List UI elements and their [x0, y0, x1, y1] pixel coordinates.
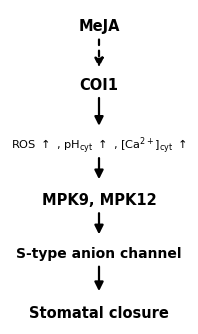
Text: MeJA: MeJA	[78, 19, 120, 34]
Text: MPK9, MPK12: MPK9, MPK12	[42, 193, 156, 208]
Text: S-type anion channel: S-type anion channel	[16, 247, 182, 261]
Text: ROS $\uparrow$ , pH$_{\mathregular{cyt}}$ $\uparrow$ , [Ca$^{\mathregular{2+}}$]: ROS $\uparrow$ , pH$_{\mathregular{cyt}}…	[11, 135, 187, 156]
Text: COI1: COI1	[80, 78, 118, 93]
Text: Stomatal closure: Stomatal closure	[29, 306, 169, 321]
